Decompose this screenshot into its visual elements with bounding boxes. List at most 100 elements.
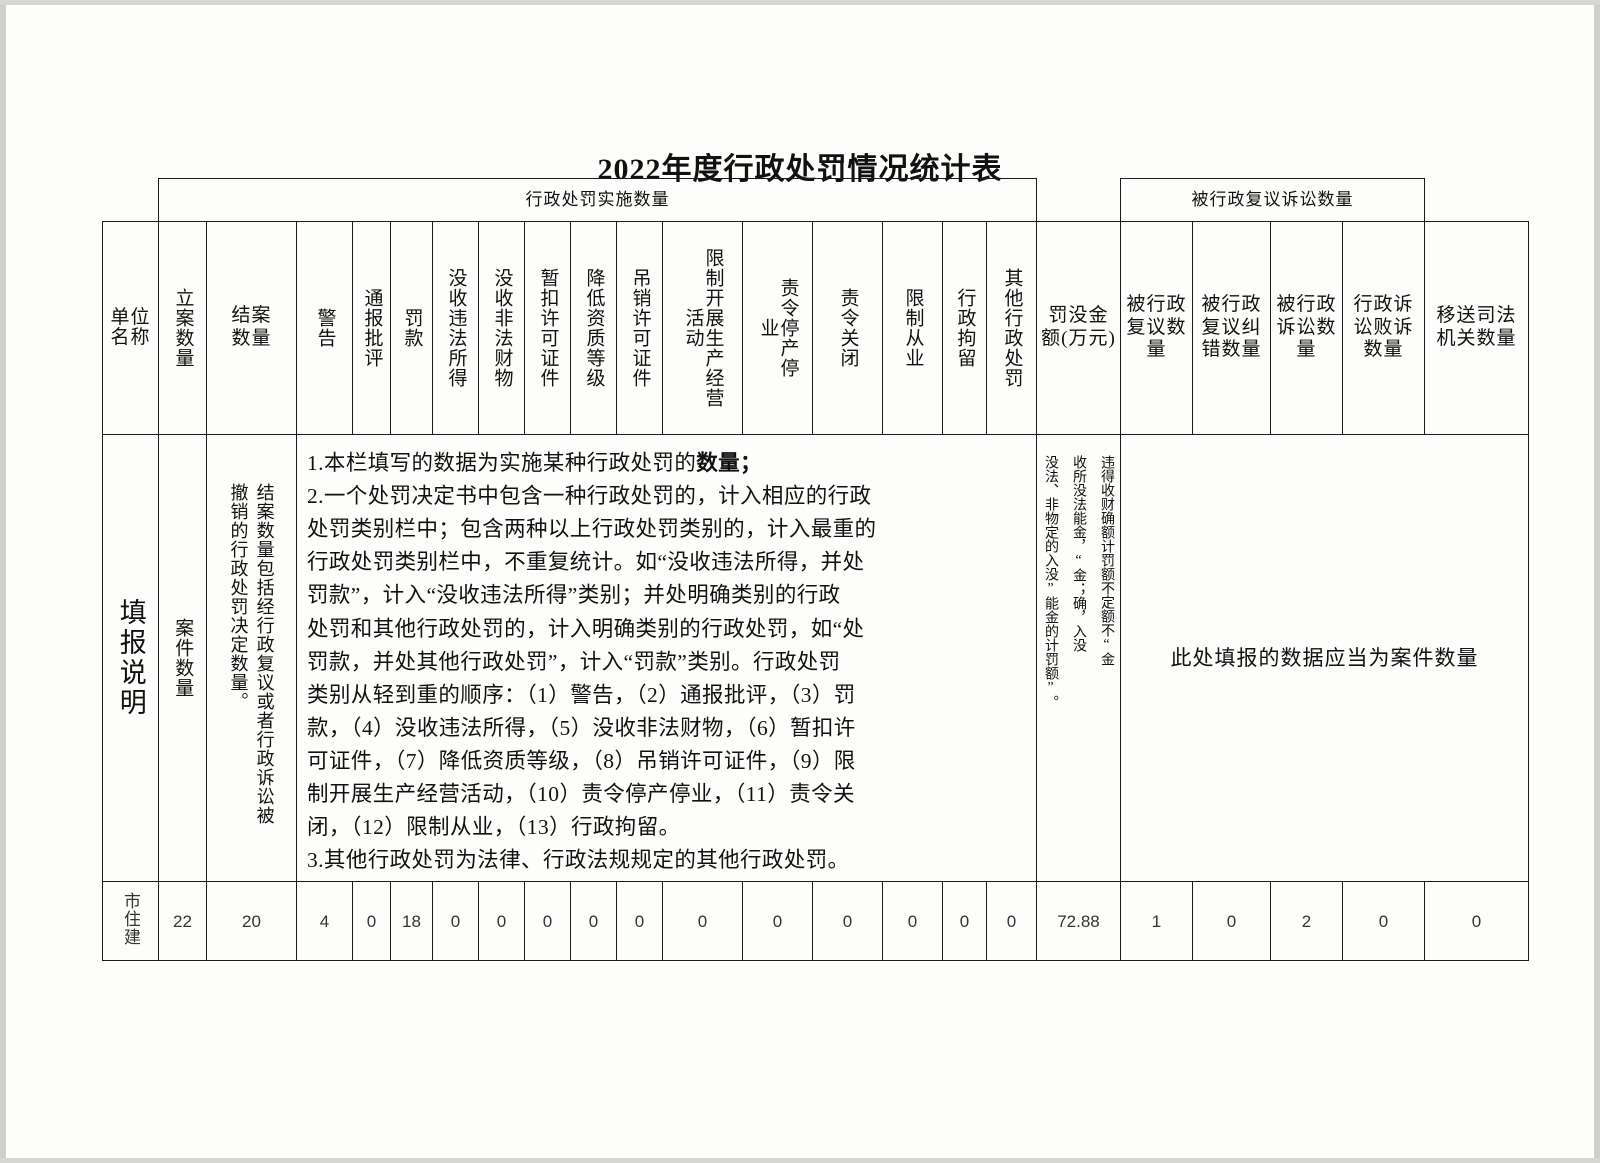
table-row[interactable]: 市住建 22 20 4 0 18 0 0 0 0 0 0 0 0 0 0 0 7… <box>102 881 1529 962</box>
col-header-public-criticism: 通报批评 <box>352 221 391 435</box>
cell-case-filed: 22 <box>158 881 207 962</box>
col-header-other-penalty: 其他行政处罚 <box>986 221 1037 435</box>
col-header-restrict-work: 限制从业 <box>882 221 943 435</box>
note-line-6: 处罚和其他行政处罚的，计入明确类别的行政处罚，如“处 <box>307 616 865 641</box>
group-header-review: 被行政复议诉讼数量 <box>1120 178 1425 222</box>
col-header-case-filed-label: 立案数量 <box>172 288 194 368</box>
col-header-lawsuit-lost-label: 行政诉讼败诉数量 <box>1353 293 1414 361</box>
col-header-other-penalty-label: 其他行政处罚 <box>1001 268 1023 388</box>
note-line-9: 款，（4）没收违法所得，（5）没收非法财物，（6）暂扣许 <box>307 715 856 740</box>
note-case-filed-cell: 案件数量 <box>158 433 207 883</box>
penalty-statistics-table: 行政处罚实施数量 被行政复议诉讼数量 单位名称 立案数量 结案数量 警告 通报批… <box>102 178 1529 962</box>
col-header-suspend-license: 暂扣许可证件 <box>524 221 571 435</box>
cell-unit-name: 市住建 <box>102 881 159 962</box>
group-header-penalty: 行政处罚实施数量 <box>158 178 1037 222</box>
scan-edge-left <box>0 0 6 1163</box>
instructions-row-label: 填报说明 <box>115 598 146 719</box>
col-header-unit-name: 单位名称 <box>102 221 159 435</box>
group-header-spacer-right <box>1425 179 1529 222</box>
col-header-review-corrected-label: 被行政复议纠错数量 <box>1201 293 1262 361</box>
cell-review-count: 1 <box>1120 881 1193 962</box>
col-header-lawsuit-count: 被行政诉讼数量 <box>1270 221 1343 435</box>
col-header-order-halt-label: 责令停产停业 <box>757 278 799 378</box>
col-header-revoke-license: 吊销许可证件 <box>616 221 663 435</box>
group-header-spacer-fine <box>1037 179 1121 222</box>
col-header-restrict-biz: 限制开展生产经营活动 <box>662 221 743 435</box>
note-line-11: 制开展生产经营活动，（10）责令停产停业，（11）责令关 <box>307 782 855 807</box>
col-header-restrict-biz-label: 限制开展生产经营活动 <box>682 248 724 408</box>
cell-case-closed: 20 <box>206 881 297 962</box>
note-line-10: 可证件，（7）降低资质等级，（8）吊销许可证件，（9）限 <box>307 748 856 773</box>
note-line-5: 罚款”，计入“没收违法所得”类别；并处明确类别的行政 <box>307 583 841 608</box>
col-header-unit-name-label: 单位名称 <box>110 307 151 348</box>
col-header-confiscate-goods-label: 没收非法财物 <box>491 268 513 388</box>
col-header-case-filed: 立案数量 <box>158 221 207 435</box>
note-line-3: 处罚类别栏中；包含两种以上行政处罚类别的，计入最重的 <box>307 517 877 542</box>
col-header-confiscate-gains: 没收违法所得 <box>432 221 479 435</box>
note-line-8: 类别从轻到重的顺序：（1）警告，（2）通报批评，（3）罚 <box>307 682 856 707</box>
col-header-review-count-label: 被行政复议数量 <box>1126 293 1187 361</box>
note-line-13: 3.其他行政处罚为法律、行政法规规定的其他行政处罚。 <box>307 848 850 873</box>
cell-fine-amount: 72.88 <box>1036 881 1121 962</box>
group-header-spacer-left <box>103 179 159 222</box>
cell-lawsuit-count: 2 <box>1270 881 1343 962</box>
col-header-review-corrected: 被行政复议纠错数量 <box>1192 221 1271 435</box>
note-penalty-cell: 1.本栏填写的数据为实施某种行政处罚的数量； 2.一个处罚决定书中包含一种行政处… <box>296 433 1037 883</box>
note-line-7: 罚款，并处其他行政处罚”，计入“罚款”类别。行政处罚 <box>307 649 841 674</box>
col-header-warning: 警告 <box>296 221 353 435</box>
note-case-closed-cell: 结案数量包括经行政复议或者行政诉讼被撤销的行政处罚决定数量。 <box>206 433 297 883</box>
col-header-admin-detention-label: 行政拘留 <box>954 288 976 368</box>
cell-downgrade-qual: 0 <box>570 881 617 962</box>
col-header-confiscate-gains-label: 没收违法所得 <box>445 268 467 388</box>
scan-edge-bottom <box>0 1158 1600 1163</box>
cell-review-corrected: 0 <box>1192 881 1271 962</box>
note-review-cell: 此处填报的数据应当为案件数量 <box>1120 433 1529 883</box>
cell-suspend-license: 0 <box>524 881 571 962</box>
cell-restrict-biz: 0 <box>662 881 743 962</box>
note-review-text: 此处填报的数据应当为案件数量 <box>1170 646 1479 671</box>
col-header-order-close: 责令关闭 <box>812 221 883 435</box>
column-header-row: 单位名称 立案数量 结案数量 警告 通报批评 罚款 没收违法所得 没收非法财物 <box>102 221 1529 435</box>
cell-restrict-work: 0 <box>882 881 943 962</box>
col-header-confiscate-goods: 没收非法财物 <box>478 221 525 435</box>
cell-other-penalty: 0 <box>986 881 1037 962</box>
col-header-transfer-judicial: 移送司法机关数量 <box>1424 221 1529 435</box>
cell-confiscate-gains: 0 <box>432 881 479 962</box>
col-header-order-close-label: 责令关闭 <box>837 288 859 368</box>
note-fine-amount-col2: 收所没法能金，“金；确，入没 <box>1071 455 1086 653</box>
note-penalty-text: 1.本栏填写的数据为实施某种行政处罚的数量； 2.一个处罚决定书中包含一种行政处… <box>297 435 1036 881</box>
note-fine-amount-col3: 没法、非物定的入没”能金的计罚额”。 <box>1043 455 1058 710</box>
cell-transfer-judicial: 0 <box>1424 881 1529 962</box>
cell-confiscate-goods: 0 <box>478 881 525 962</box>
cell-lawsuit-lost: 0 <box>1342 881 1425 962</box>
cell-revoke-license: 0 <box>616 881 663 962</box>
col-header-warning-label: 警告 <box>314 308 336 348</box>
col-header-restrict-work-label: 限制从业 <box>902 288 924 368</box>
cell-public-criticism: 0 <box>352 881 391 962</box>
col-header-downgrade-qual-label: 降低资质等级 <box>583 268 605 388</box>
col-header-transfer-judicial-label: 移送司法机关数量 <box>1436 305 1517 349</box>
col-header-admin-detention: 行政拘留 <box>942 221 987 435</box>
col-header-lawsuit-lost: 行政诉讼败诉数量 <box>1342 221 1425 435</box>
col-header-downgrade-qual: 降低资质等级 <box>570 221 617 435</box>
note-line-2: 2.一个处罚决定书中包含一种行政处罚的，计入相应的行政 <box>307 484 872 509</box>
scan-edge-right <box>1594 0 1600 1163</box>
scan-edge-top <box>0 0 1600 5</box>
group-header-row: 行政处罚实施数量 被行政复议诉讼数量 <box>103 178 1529 222</box>
note-case-closed: 结案数量包括经行政复议或者行政诉讼被撤销的行政处罚决定数量。 <box>228 483 275 826</box>
col-header-fine-amount-label: 罚没金额(万元) <box>1041 305 1116 349</box>
instructions-row-label-cell: 填报说明 <box>102 433 159 883</box>
cell-unit-name-text: 市住建 <box>121 892 141 947</box>
cell-order-close: 0 <box>812 881 883 962</box>
col-header-lawsuit-count-label: 被行政诉讼数量 <box>1276 293 1337 361</box>
cell-admin-detention: 0 <box>942 881 987 962</box>
note-line-12: 闭，（12）限制从业，（13）行政拘留。 <box>307 815 681 840</box>
col-header-fine-label: 罚款 <box>401 308 423 348</box>
note-line-4: 行政处罚类别栏中，不重复统计。如“没收违法所得，并处 <box>307 550 865 575</box>
cell-order-halt: 0 <box>742 881 813 962</box>
cell-warning: 4 <box>296 881 353 962</box>
col-header-revoke-license-label: 吊销许可证件 <box>629 268 651 388</box>
note-fine-amount-cell: 没法、非物定的入没”能金的计罚额”。 收所没法能金，“金；确，入没 违得收财确额… <box>1036 433 1121 883</box>
note-fine-amount-col1: 违得收财确额计罚额不定额不“金 <box>1099 455 1114 667</box>
col-header-fine-amount: 罚没金额(万元) <box>1036 221 1121 435</box>
